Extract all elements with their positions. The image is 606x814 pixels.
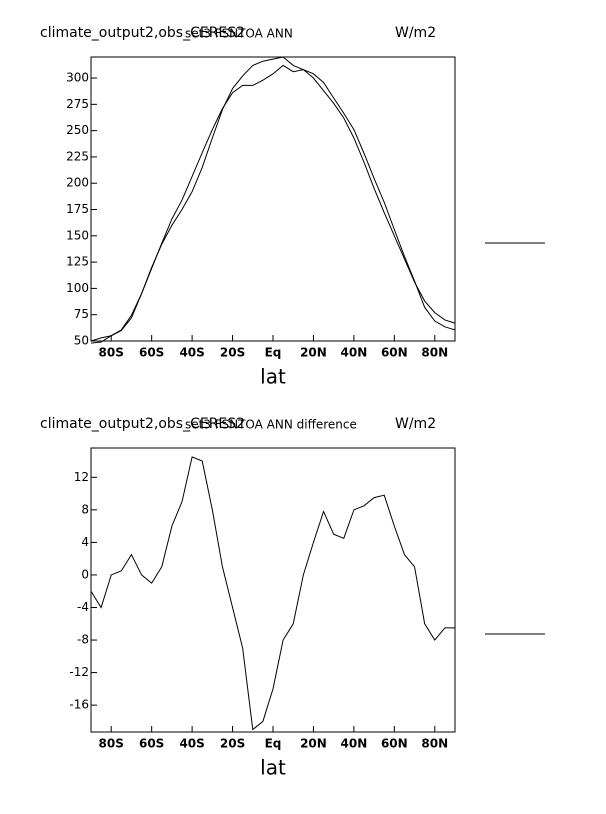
x-tick-label: 80S — [99, 346, 124, 360]
data-line — [90, 56, 456, 342]
y-tick-label: 175 — [66, 202, 89, 216]
x-axis-label: lat — [260, 365, 286, 389]
x-tick-label: 60N — [381, 737, 408, 751]
x-tick-label: 60N — [381, 346, 408, 360]
chart-title: climate_output2,obs_CERES2 — [40, 416, 245, 432]
x-tick-label: 80S — [99, 737, 124, 751]
y-tick-label: 225 — [66, 149, 89, 163]
y-tick-label: 200 — [66, 176, 89, 190]
y-tick-label: 250 — [66, 123, 89, 137]
plot-frame — [90, 56, 456, 342]
x-tick-label: 40S — [179, 346, 204, 360]
y-tick-label: 125 — [66, 255, 89, 269]
y-tick-label: -4 — [77, 600, 89, 614]
x-tick-label: 60S — [139, 737, 164, 751]
y-tick-label: 8 — [81, 502, 89, 516]
y-tick-label: 50 — [74, 334, 89, 348]
y-tick-label: 4 — [81, 535, 89, 549]
data-line — [90, 456, 455, 731]
x-tick-label: 20N — [300, 346, 327, 360]
y-tick-label: 275 — [66, 97, 89, 111]
y-tick-label: -12 — [69, 665, 89, 679]
y-tick-label: 75 — [74, 307, 89, 321]
y-tick-label: 300 — [66, 71, 89, 85]
chart-title: climate_output2,obs_CERES2 — [40, 25, 245, 41]
chart-subtitle: set3 FSNTOA ANN — [185, 27, 293, 41]
x-tick-label: 80N — [421, 737, 448, 751]
x-tick-label: 40N — [341, 346, 368, 360]
units: W/m2 — [395, 416, 436, 432]
data-line — [90, 64, 456, 344]
y-tick-label: -16 — [69, 698, 89, 712]
y-tick-label: 100 — [66, 281, 89, 295]
x-tick-label: Eq — [265, 346, 282, 360]
x-tick-label: 20S — [220, 346, 245, 360]
x-tick-label: 20N — [300, 737, 327, 751]
chart-subtitle: set3 FSNTOA ANN difference — [185, 418, 357, 432]
y-tick-label: -8 — [77, 633, 89, 647]
x-tick-label: 40N — [341, 737, 368, 751]
x-tick-label: 20S — [220, 737, 245, 751]
y-tick-label: 150 — [66, 228, 89, 242]
x-axis-label: lat — [260, 756, 286, 780]
y-tick-label: 12 — [74, 470, 89, 484]
units: W/m2 — [395, 25, 436, 41]
x-tick-label: Eq — [265, 737, 282, 751]
y-tick-label: 0 — [81, 567, 89, 581]
x-tick-label: 40S — [179, 737, 204, 751]
x-tick-label: 80N — [421, 346, 448, 360]
x-tick-label: 60S — [139, 346, 164, 360]
